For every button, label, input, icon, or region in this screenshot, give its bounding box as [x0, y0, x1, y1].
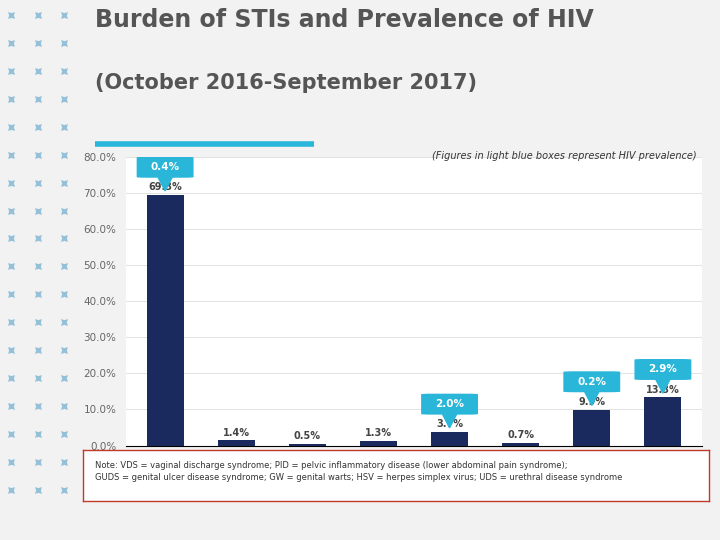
FancyBboxPatch shape — [421, 394, 478, 415]
Text: 9.9%: 9.9% — [578, 397, 606, 407]
Polygon shape — [656, 380, 670, 393]
FancyBboxPatch shape — [634, 359, 691, 380]
Text: 0.4%: 0.4% — [150, 162, 180, 172]
Text: 1.4%: 1.4% — [222, 428, 250, 437]
Text: 13.3%: 13.3% — [646, 384, 680, 395]
Bar — [360, 441, 397, 446]
Text: 69.3%: 69.3% — [148, 183, 182, 192]
Polygon shape — [158, 177, 172, 191]
Polygon shape — [585, 392, 599, 406]
Text: 2.0%: 2.0% — [435, 399, 464, 409]
Bar — [502, 443, 539, 445]
FancyBboxPatch shape — [137, 157, 194, 178]
Text: Note: VDS = vaginal discharge syndrome; PID = pelvic inflammatory disease (lower: Note: VDS = vaginal discharge syndrome; … — [95, 461, 623, 482]
Text: Burden of STIs and Prevalence of HIV: Burden of STIs and Prevalence of HIV — [95, 8, 594, 31]
Text: 2.9%: 2.9% — [649, 364, 678, 374]
Text: 3.7%: 3.7% — [436, 419, 463, 429]
Text: Total KP individuals screened for STIs: 23,454
Total STI cases identified: 5,475: Total KP individuals screened for STIs: … — [315, 170, 570, 205]
Text: 0.7%: 0.7% — [507, 430, 534, 440]
Bar — [289, 444, 326, 446]
Text: (October 2016-September 2017): (October 2016-September 2017) — [95, 72, 477, 92]
Bar — [217, 441, 255, 446]
Bar — [644, 397, 681, 446]
FancyBboxPatch shape — [563, 372, 620, 392]
Text: 1.3%: 1.3% — [365, 428, 392, 438]
Text: 0.2%: 0.2% — [577, 377, 606, 387]
Polygon shape — [443, 414, 456, 428]
Bar — [431, 432, 468, 445]
Text: 0.5%: 0.5% — [294, 431, 321, 441]
Bar — [147, 195, 184, 446]
Text: (Figures in light blue boxes represent HIV prevalence): (Figures in light blue boxes represent H… — [431, 151, 696, 161]
Bar — [573, 410, 611, 446]
